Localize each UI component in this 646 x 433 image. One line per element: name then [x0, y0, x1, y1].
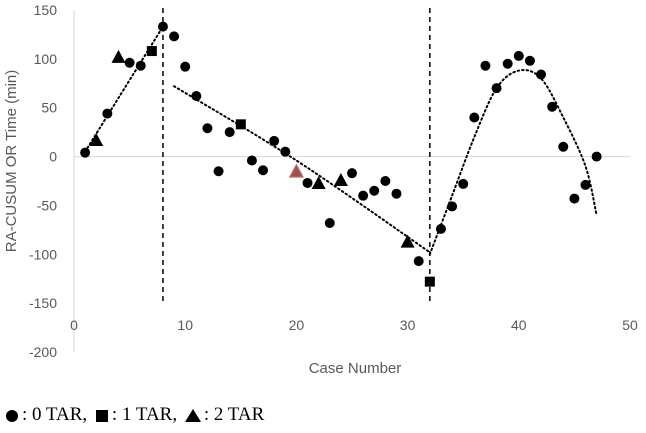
data-point-circle	[458, 178, 469, 189]
chart-canvas: -200 -150 -100 -50 0 50 100 150 0 10 20 30 40 50 Case…	[3, 2, 638, 377]
y-tick-label: -200	[29, 344, 57, 360]
data-point-circle	[391, 188, 402, 199]
triangle-marker-icon	[184, 409, 201, 422]
x-tick-label: 50	[622, 317, 638, 333]
data-point-circle	[135, 60, 146, 71]
x-tick-label: 0	[70, 317, 78, 333]
data-point-circle	[302, 177, 313, 188]
data-point-circle	[213, 166, 224, 177]
data-point-circle	[591, 151, 602, 162]
data-point-circle	[380, 176, 391, 186]
data-point-circle	[258, 165, 269, 176]
y-axis-title: RA-CUSUM OR Time (min)	[3, 70, 20, 253]
x-axis-title: Case Number	[309, 360, 402, 377]
y-tick-label: 100	[34, 51, 58, 67]
data-point-circle	[124, 57, 135, 68]
vertical-markers	[162, 8, 431, 304]
data-point-circle	[513, 50, 524, 61]
legend-entry-0-tar: : 0 TAR,	[4, 404, 87, 426]
x-tick-label: 30	[400, 317, 416, 333]
x-tick-label: 40	[511, 317, 527, 333]
data-point-square	[146, 46, 157, 57]
axes	[73, 10, 630, 352]
y-tick-label: 0	[49, 149, 57, 165]
y-tick-label: 50	[41, 100, 57, 116]
legend-label-1-tar: : 1 TAR,	[111, 404, 178, 425]
legend-label-2-tar: : 2 TAR	[203, 404, 265, 425]
legend-entry-2-tar: : 2 TAR	[184, 404, 264, 426]
data-point-circle	[224, 127, 235, 138]
data-point-circle	[80, 147, 91, 158]
data-point-circle	[358, 190, 369, 201]
data-point-triangle	[288, 163, 305, 178]
x-tick-label: 10	[177, 317, 193, 333]
data-point-triangle	[333, 173, 348, 187]
legend-label-0-tar: : 0 TAR,	[22, 404, 88, 425]
data-point-circle	[202, 123, 213, 134]
data-point-circle	[324, 218, 335, 229]
data-point-circle	[280, 146, 291, 157]
data-point-circle	[580, 179, 591, 190]
tick-labels: -200 -150 -100 -50 0 50 100 150 0 10 20 30 40 50	[29, 2, 638, 360]
x-tick-label: 20	[289, 317, 305, 333]
data-point-circle	[369, 185, 380, 196]
trendline	[428, 69, 598, 256]
legend-entry-1-tar: : 1 TAR,	[94, 404, 177, 426]
y-tick-label: 150	[34, 2, 58, 18]
data-point-circle	[169, 31, 180, 42]
data-point-triangle	[111, 49, 126, 63]
data-points	[80, 21, 602, 287]
y-tick-label: -100	[29, 246, 57, 262]
data-point-circle	[558, 141, 569, 152]
data-point-circle	[102, 108, 113, 119]
data-point-square	[235, 119, 246, 130]
data-point-circle	[502, 58, 513, 69]
data-point-circle	[180, 61, 191, 72]
y-tick-label: -50	[37, 197, 57, 213]
data-point-circle	[246, 155, 257, 166]
trendline	[173, 85, 431, 254]
y-tick-label: -150	[29, 295, 57, 311]
trendline	[84, 25, 164, 153]
data-point-circle	[157, 21, 168, 32]
data-point-triangle	[311, 175, 326, 189]
data-point-circle	[413, 256, 424, 267]
data-point-circle	[491, 83, 502, 94]
data-point-circle	[547, 101, 558, 112]
data-point-circle	[480, 60, 491, 71]
data-point-circle	[469, 112, 480, 123]
data-point-circle	[269, 135, 280, 146]
data-point-circle	[569, 193, 580, 204]
data-point-triangle	[400, 234, 415, 248]
data-point-circle	[524, 55, 535, 66]
data-point-triangle	[89, 132, 104, 146]
data-point-circle	[347, 168, 357, 179]
data-point-circle	[435, 223, 446, 234]
data-point-circle	[191, 90, 202, 101]
circle-marker-icon	[6, 410, 18, 422]
data-point-circle	[536, 69, 547, 80]
data-point-square	[424, 276, 435, 287]
legend: : 0 TAR, : 1 TAR, : 2 TAR	[4, 404, 266, 429]
data-point-circle	[447, 201, 458, 212]
square-marker-icon	[95, 410, 108, 422]
